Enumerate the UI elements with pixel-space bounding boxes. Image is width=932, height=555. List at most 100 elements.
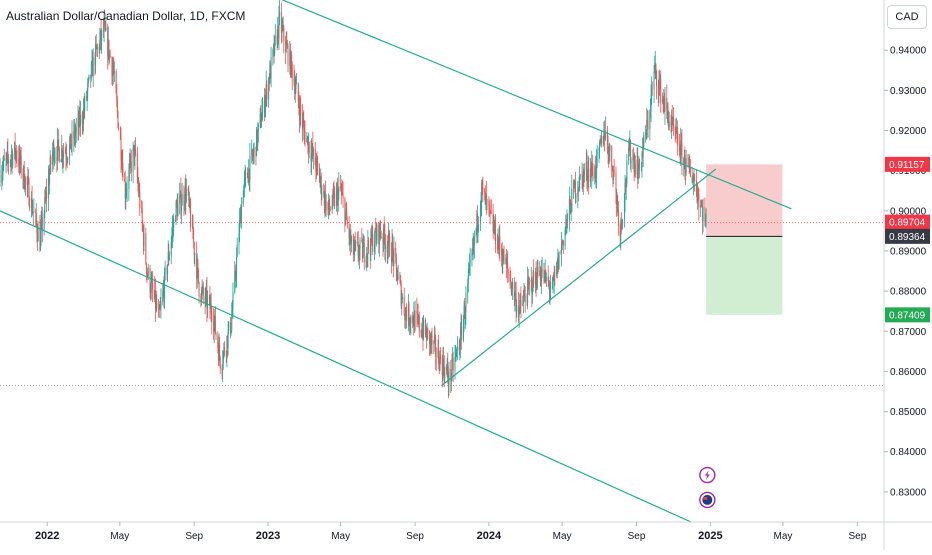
candle-body: [214, 316, 216, 322]
candle-body: [651, 89, 653, 95]
candle-body: [248, 168, 250, 181]
candle-body: [315, 164, 317, 172]
candle-body: [124, 181, 126, 199]
candle-body: [561, 243, 563, 245]
candle-body: [177, 203, 179, 217]
candle-body: [600, 135, 602, 145]
candle-body: [613, 169, 615, 180]
candle-body: [704, 206, 706, 223]
candle-body: [446, 366, 448, 371]
candle-body: [112, 68, 114, 76]
candle-body: [327, 201, 329, 210]
candle-body: [479, 208, 481, 224]
candle-body: [705, 219, 707, 223]
candle-body: [476, 213, 478, 231]
candle-body: [556, 262, 558, 276]
candle-body: [486, 200, 488, 202]
candle-body: [188, 198, 190, 201]
candle-body: [257, 123, 259, 131]
candle-body: [286, 42, 288, 46]
candle-body: [162, 287, 164, 291]
candle-body: [149, 267, 151, 293]
candle-body: [608, 151, 610, 158]
candle-body: [335, 191, 337, 207]
trendline-ascending-support: [441, 168, 717, 386]
candle-body: [370, 231, 372, 255]
candle-body: [39, 227, 41, 251]
candle-body: [705, 214, 707, 220]
candle-body: [358, 254, 360, 257]
candle-body: [311, 151, 313, 162]
candle-body: [416, 311, 418, 314]
candle-body: [588, 168, 590, 182]
candle-body: [625, 182, 627, 187]
candle-body: [109, 52, 111, 58]
candle-body: [564, 229, 566, 246]
candle-body: [159, 306, 161, 310]
candle-body: [147, 267, 149, 276]
x-tick-label: May: [774, 531, 793, 542]
candle-body: [35, 211, 37, 213]
x-tick-label: Sep: [185, 531, 203, 542]
candle-body: [506, 263, 508, 265]
candle-body: [519, 300, 521, 311]
candle-body: [674, 127, 676, 131]
candle-body: [1, 171, 3, 176]
candle-body: [193, 242, 195, 256]
candle-body: [646, 119, 648, 138]
candle-body: [35, 212, 37, 224]
candle-body: [605, 130, 607, 139]
candle-body: [167, 264, 169, 275]
candle-body: [613, 169, 615, 173]
candle-body: [6, 154, 8, 159]
candle-body: [239, 212, 241, 220]
candle-body: [325, 193, 327, 211]
candle-body: [586, 161, 588, 178]
candle-body: [573, 180, 575, 188]
x-tick-label: 2023: [256, 530, 280, 542]
candle-body: [202, 287, 204, 296]
candle-body: [332, 191, 334, 206]
candle-body: [441, 360, 443, 376]
candle-body: [252, 155, 254, 158]
candle-body: [670, 121, 672, 127]
candle-body: [310, 152, 312, 162]
candle-body: [439, 354, 441, 371]
candle-body: [74, 128, 76, 138]
candle-body: [230, 322, 232, 334]
candle-body: [141, 208, 143, 209]
candle-body: [388, 234, 390, 237]
candle-body: [427, 328, 429, 331]
candle-body: [172, 227, 174, 229]
candle-body: [363, 242, 365, 263]
candle-body: [291, 54, 293, 65]
price-label-dark: [885, 228, 930, 244]
candle-body: [236, 245, 238, 258]
candle-body: [213, 321, 215, 331]
candle-body: [412, 315, 414, 324]
candle-body: [5, 158, 7, 161]
candle-body: [537, 266, 539, 276]
candle-body: [429, 335, 431, 345]
candle-body: [516, 305, 518, 312]
price-label-text: 0.89364: [889, 232, 926, 243]
candle-body: [221, 368, 223, 370]
candle-body: [423, 319, 425, 339]
candle-body: [223, 346, 225, 354]
candle-body: [91, 59, 93, 64]
candle-body: [530, 279, 532, 282]
candle-body: [520, 300, 522, 306]
candle-body: [399, 274, 401, 282]
candle-body: [366, 253, 368, 262]
candle-body: [531, 279, 533, 295]
candle-body: [321, 193, 323, 195]
candle-body: [447, 366, 449, 379]
candle-body: [403, 296, 405, 315]
candle-body: [573, 180, 575, 189]
currency-selector[interactable]: CAD: [887, 5, 927, 29]
candle-body: [170, 242, 172, 256]
candle-body: [150, 292, 152, 294]
candle-body: [217, 347, 219, 361]
